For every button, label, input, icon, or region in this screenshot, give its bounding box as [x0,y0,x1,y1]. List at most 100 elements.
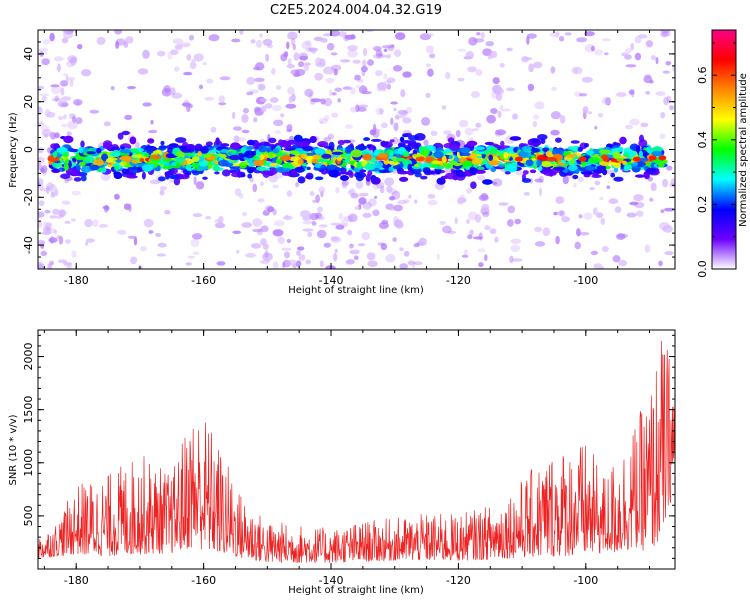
heatmap-cell [241,129,250,134]
heatmap-cell [301,41,312,50]
heatmap-cell [101,153,109,162]
heatmap-cell [389,196,396,201]
heatmap-cell [71,250,77,258]
heatmap-cell [638,150,644,159]
heatmap-cell [75,117,83,125]
heatmap-cell [602,156,610,162]
heatmap-cell [355,84,361,89]
heatmap-cell [662,225,673,233]
heatmap-cell [393,122,399,132]
heatmap-cell [369,129,377,136]
heatmap-cell [66,131,72,136]
heatmap-cell [601,38,611,42]
x-tick-label: -180 [64,574,89,587]
heatmap-cell [266,206,275,213]
heatmap-cell [318,224,328,228]
heatmap-cell [49,215,58,219]
heatmap-cell [323,114,330,121]
heatmap-cell [52,161,62,169]
heatmap-cell [241,162,246,166]
heatmap-cell [550,129,560,136]
heatmap-cell [38,48,49,52]
colorbar-ticks: 0.0 0.2 0.4 0.6 [696,42,736,278]
heatmap-cell [220,143,230,147]
heatmap-cell [513,113,519,120]
heatmap-cell [367,260,378,268]
heatmap-cell [534,101,545,110]
heatmap-cell [286,41,290,50]
heatmap-cell [56,65,62,71]
heatmap-cell [130,256,138,265]
heatmap-cell [331,64,342,71]
heatmap-cell [38,262,45,269]
heatmap-cell [235,249,240,254]
heatmap-cell [63,135,74,144]
heatmap-cell [193,53,204,62]
heatmap-cell [578,156,587,162]
heatmap-cell [407,260,416,266]
spectrogram-ticks: -180 -160 -140 -120 -100 -40 -20 0 20 40 [22,29,675,287]
heatmap-cell [41,129,52,137]
heatmap-cell [85,238,95,243]
heatmap-cell [121,130,130,136]
heatmap-cell [294,141,303,146]
heatmap-cell [281,247,292,251]
heatmap-cell [54,95,59,102]
heatmap-cell [634,52,642,61]
heatmap-cell [307,231,313,238]
heatmap-cell [246,76,256,85]
heatmap-cell [39,211,45,216]
heatmap-cell [330,222,341,226]
heatmap-cell [344,146,352,155]
heatmap-cell [648,155,657,161]
heatmap-cell [362,153,373,161]
heatmap-cell [343,34,350,42]
heatmap-cell [333,68,338,76]
heatmap-cell [362,59,367,67]
heatmap-cell [129,136,137,145]
heatmap-cell [558,36,565,42]
heatmap-cell [405,106,413,114]
chart-title: C2E5.2024.004.04.32.G19 [270,3,442,18]
x-tick-label: -120 [446,274,471,287]
heatmap-cell [288,96,293,103]
heatmap-cell [532,121,537,128]
heatmap-cell [293,134,303,142]
heatmap-cell [619,136,627,145]
heatmap-cell [239,30,244,35]
heatmap-cell [395,221,404,229]
heatmap-cell [657,162,665,168]
heatmap-cell [643,75,653,84]
heatmap-cell [482,211,490,218]
heatmap-cell [312,199,317,204]
heatmap-cell [373,161,384,169]
heatmap-cell [259,259,270,264]
heatmap-cell [56,147,68,153]
heatmap-cell [259,98,268,102]
heatmap-cell [47,263,52,269]
heatmap-cell [262,252,273,262]
heatmap-cell [295,68,306,76]
heatmap-cell [467,66,477,73]
heatmap-cell [149,179,161,185]
heatmap-cell [492,181,498,185]
heatmap-cell [475,214,482,223]
heatmap-cell [38,156,45,163]
heatmap-cell [323,66,335,75]
heatmap-cell [355,174,364,182]
heatmap-cell [316,158,329,163]
heatmap-cell [71,190,81,196]
heatmap-cell [537,134,548,141]
heatmap-cell [419,33,431,41]
heatmap-cell [51,98,62,102]
heatmap-cell [564,32,572,36]
heatmap-cell [522,170,529,175]
heatmap-cell [336,156,343,161]
heatmap-cell [600,266,605,269]
heatmap-cell [514,218,521,225]
heatmap-cell [555,235,560,245]
heatmap-cell [260,181,264,187]
heatmap-cell [576,37,587,43]
heatmap-cell [393,49,402,57]
heatmap-cell [361,65,368,73]
